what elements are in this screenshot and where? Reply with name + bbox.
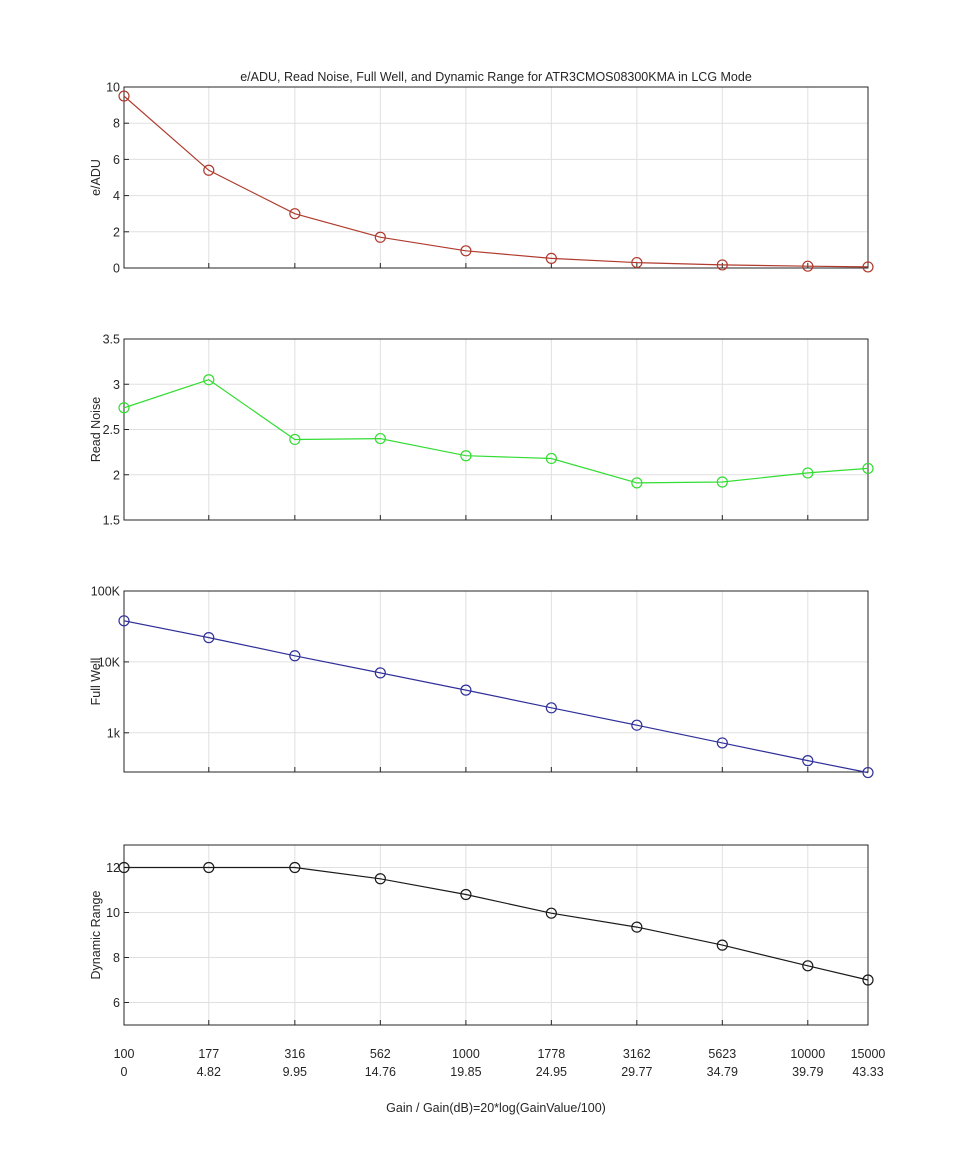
data-point <box>118 861 130 874</box>
data-point <box>374 667 386 679</box>
y-tick-label: 3.5 <box>103 333 120 347</box>
x-axis-tick-labels: 10001774.823169.9556214.76100019.8517782… <box>114 1047 886 1079</box>
axes-box <box>123 338 869 521</box>
data-point <box>203 164 215 176</box>
data-point <box>460 245 472 257</box>
series-line <box>123 620 869 774</box>
data-point <box>118 90 130 102</box>
x-tick-label-gain: 177 <box>198 1047 219 1061</box>
x-tick-label-db: 29.77 <box>621 1065 652 1079</box>
panel: 1k 10K 100K Full Well <box>89 585 874 779</box>
panel: 0 2 4 6 8 10 e/ADU <box>89 81 874 276</box>
data-point <box>203 861 215 874</box>
y-tick-label: 6 <box>113 996 120 1010</box>
y-axis-label: e/ADU <box>89 159 103 196</box>
y-tick-label: 2 <box>113 468 120 482</box>
y-tick-label: 12 <box>106 861 120 875</box>
data-point <box>862 974 874 986</box>
data-point <box>374 432 386 445</box>
series-line <box>123 95 869 268</box>
x-tick-label-gain: 10000 <box>790 1047 825 1061</box>
y-tick-label: 0 <box>113 262 120 276</box>
panel: 6 8 10 12 Dynamic Range <box>89 844 874 1026</box>
x-tick-label-gain: 100 <box>114 1047 135 1061</box>
x-tick-label-gain: 5623 <box>708 1047 736 1061</box>
data-point <box>289 861 301 874</box>
data-point <box>802 260 814 272</box>
data-point <box>716 259 728 271</box>
data-point <box>545 452 557 465</box>
data-point <box>203 632 215 644</box>
y-tick-label: 2 <box>113 225 120 239</box>
data-point <box>716 476 728 488</box>
data-point <box>802 467 814 479</box>
axes-box <box>123 86 869 269</box>
data-point <box>118 615 130 627</box>
x-tick-label-gain: 1778 <box>537 1047 565 1061</box>
data-point <box>631 477 643 489</box>
data-point <box>631 921 643 933</box>
data-point <box>631 719 643 731</box>
x-tick-label-gain: 3162 <box>623 1047 651 1061</box>
x-tick-label-gain: 1000 <box>452 1047 480 1061</box>
data-point <box>289 433 301 446</box>
x-tick-label-gain: 562 <box>370 1047 391 1061</box>
data-point <box>203 374 215 386</box>
y-tick-label: 1.5 <box>103 514 120 528</box>
data-point <box>862 462 874 475</box>
x-tick-label-db: 4.82 <box>197 1065 221 1079</box>
x-tick-label-db: 19.85 <box>450 1065 481 1079</box>
x-tick-label-db: 34.79 <box>707 1065 738 1079</box>
y-tick-label: 10 <box>106 81 120 95</box>
data-point <box>545 702 557 714</box>
data-point <box>631 256 643 269</box>
axes-box <box>123 590 869 773</box>
x-tick-label-db: 9.95 <box>283 1065 307 1079</box>
y-tick-label: 6 <box>113 153 120 167</box>
data-point <box>374 231 386 243</box>
data-point <box>862 261 874 273</box>
y-tick-label: 3 <box>113 378 120 392</box>
data-point <box>374 873 386 885</box>
x-tick-label-db: 39.79 <box>792 1065 823 1079</box>
data-point <box>802 960 814 972</box>
data-point <box>545 252 557 265</box>
x-tick-label-gain: 316 <box>284 1047 305 1061</box>
series-line <box>124 866 869 981</box>
x-tick-label-gain: 15000 <box>851 1047 886 1061</box>
y-tick-label: 4 <box>113 189 120 203</box>
y-tick-label: 10 <box>106 906 120 920</box>
series-line <box>123 379 869 484</box>
y-tick-label: 100K <box>91 585 121 599</box>
data-point <box>716 737 728 749</box>
axes-box <box>123 844 869 1026</box>
data-point <box>460 684 472 696</box>
panel: 1.5 2 2.5 3 3.5 Read Noise <box>89 333 874 528</box>
y-axis-label: Read Noise <box>89 397 103 462</box>
y-tick-label: 10K <box>98 655 121 669</box>
data-point <box>802 755 814 767</box>
y-axis-label: Full Well <box>89 658 103 706</box>
y-tick-label: 2.5 <box>103 423 120 437</box>
y-tick-label: 8 <box>113 117 120 131</box>
y-tick-label: 1k <box>107 726 121 740</box>
data-point <box>118 402 130 414</box>
data-point <box>289 208 301 220</box>
x-tick-label-db: 43.33 <box>852 1065 883 1079</box>
chart-title: e/ADU, Read Noise, Full Well, and Dynami… <box>240 70 752 84</box>
x-axis-label: Gain / Gain(dB)=20*log(GainValue/100) <box>386 1101 606 1115</box>
x-tick-label-db: 0 <box>121 1065 128 1079</box>
x-tick-label-db: 14.76 <box>365 1065 396 1079</box>
data-point <box>716 939 728 951</box>
x-tick-label-db: 24.95 <box>536 1065 567 1079</box>
data-point <box>289 650 301 662</box>
y-axis-label: Dynamic Range <box>89 890 103 979</box>
data-point <box>545 907 557 919</box>
y-tick-label: 8 <box>113 951 120 965</box>
data-point <box>460 888 472 901</box>
data-point <box>862 766 874 779</box>
data-point <box>460 450 472 462</box>
